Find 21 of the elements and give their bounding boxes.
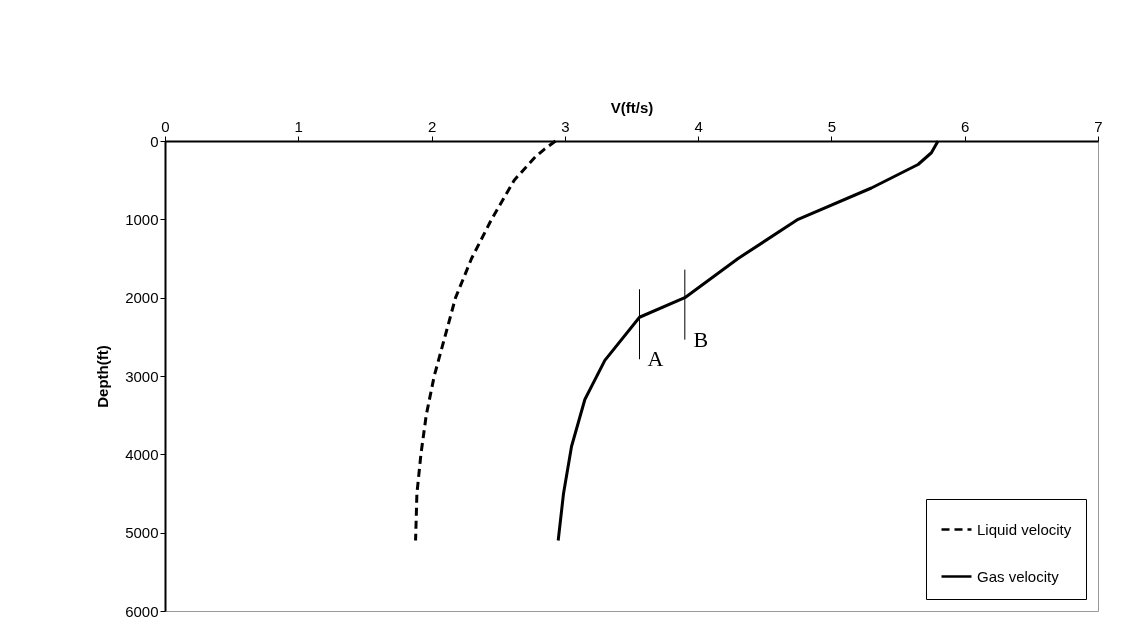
x-tick-label: 6: [961, 117, 970, 135]
x-tick-label: 1: [294, 117, 303, 135]
annotation: B: [693, 326, 709, 352]
x-axis-title: V(ft/s): [610, 98, 654, 116]
x-tick-label: 5: [827, 117, 837, 135]
legend-label: Liquid velocity: [977, 520, 1072, 538]
y-tick-label: 4000: [125, 445, 159, 463]
legend-label: Gas velocity: [977, 567, 1060, 585]
y-tick-label: 5000: [125, 524, 159, 542]
y-tick-label: 6000: [125, 602, 159, 620]
x-tick-label: 3: [561, 117, 570, 135]
y-axis-title: Depth(ft): [94, 345, 112, 408]
y-tick-label: 2000: [125, 289, 159, 307]
x-tick-label: 7: [1094, 117, 1103, 135]
x-tick-label: 2: [427, 117, 437, 135]
x-tick-label: 4: [694, 117, 703, 135]
y-tick-label: 1000: [125, 210, 159, 228]
y-tick-label: 0: [150, 132, 159, 150]
annotation: A: [647, 346, 664, 372]
y-tick-label: 3000: [125, 367, 159, 385]
x-tick-label: 0: [161, 117, 170, 135]
